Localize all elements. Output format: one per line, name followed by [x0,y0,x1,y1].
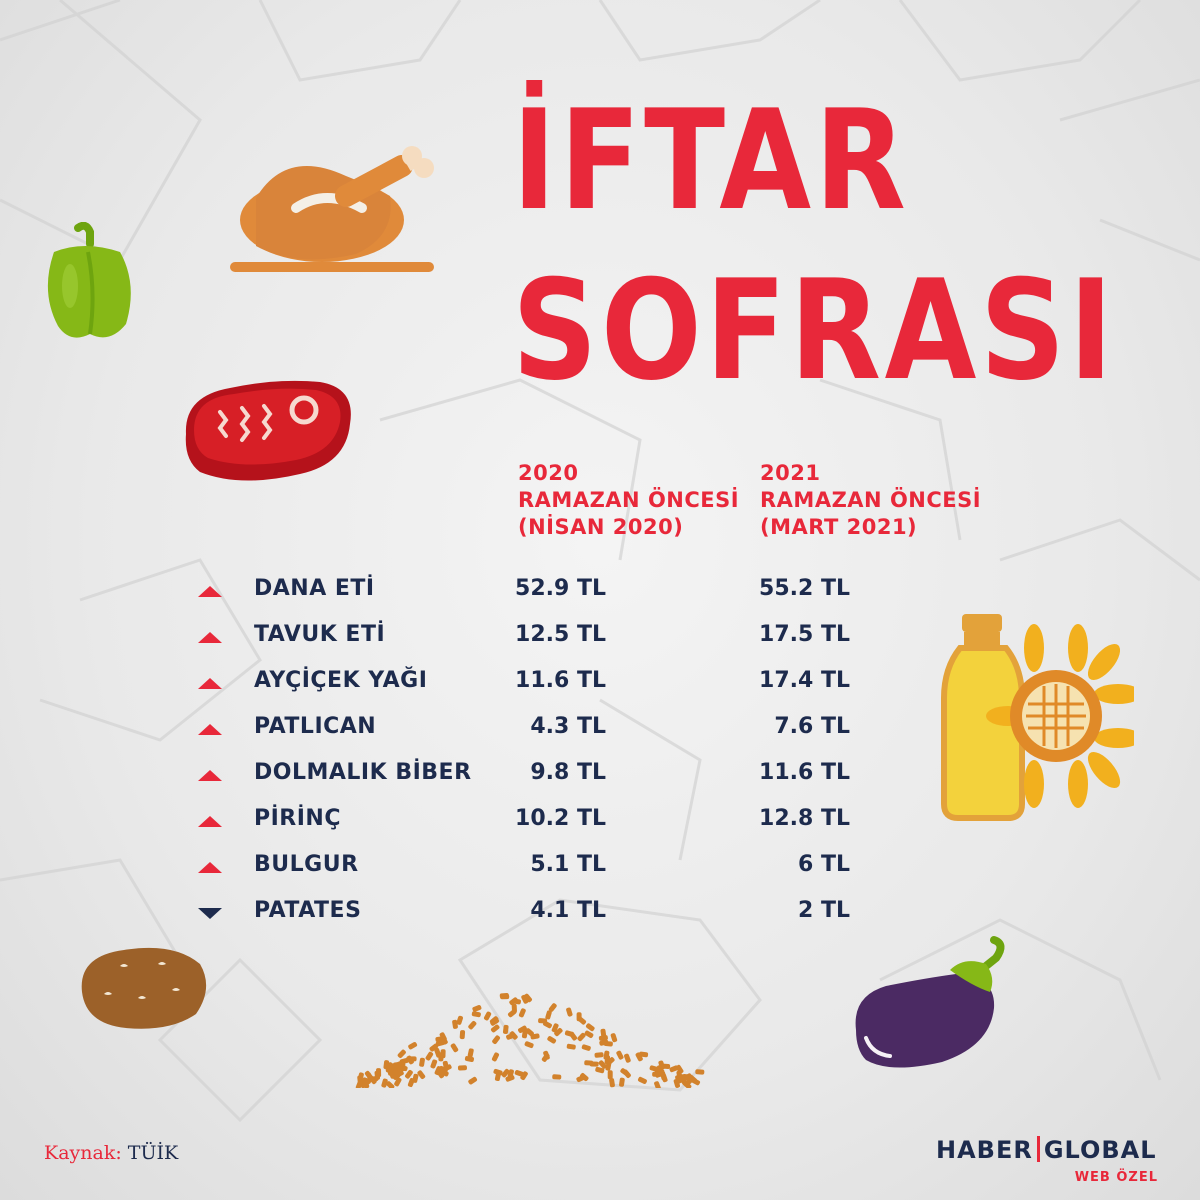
item-name: DANA ETİ [254,576,375,601]
column-header-period: RAMAZAN ÖNCESİ [518,488,740,512]
price-2020: 10.2 TL [515,806,606,831]
source-note: Kaynak: TÜİK [44,1142,178,1164]
table-row: BULGUR 5.1 TL 6 TL [0,844,1200,890]
trend-up-icon [198,678,222,689]
trend-up-icon [198,724,222,735]
table-row: TAVUK ETİ 12.5 TL 17.5 TL [0,614,1200,660]
source-label: Kaynak: [44,1142,122,1164]
price-2021: 11.6 TL [759,760,850,785]
trend-up-icon [198,586,222,597]
trend-up-icon [198,770,222,781]
column-header-2021: 2021 RAMAZAN ÖNCESİ (MART 2021) [760,460,1000,541]
oil-bottle-sunflower-icon [941,614,1134,821]
roast-chicken-icon [230,146,434,272]
trend-up-icon [198,862,222,873]
price-2020: 9.8 TL [530,760,606,785]
price-2020: 5.1 TL [530,852,606,877]
column-header-period: RAMAZAN ÖNCESİ [760,488,982,512]
column-header-month: (MART 2021) [760,515,918,539]
brand-subtitle: WEB ÖZEL [1074,1170,1158,1185]
column-header-2020: 2020 RAMAZAN ÖNCESİ (NİSAN 2020) [518,460,758,541]
item-name: DOLMALIK BİBER [254,760,472,785]
price-2021: 17.4 TL [759,668,850,693]
table-row: PİRİNÇ 10.2 TL 12.8 TL [0,798,1200,844]
trend-up-icon [198,816,222,827]
steak-icon [185,380,351,481]
item-name: AYÇİÇEK YAĞI [254,668,428,693]
table-row: DANA ETİ 52.9 TL 55.2 TL [0,568,1200,614]
title-line-2: SOFRASI [512,250,1117,411]
brand-logo: HABER GLOBAL [936,1136,1160,1164]
item-name: BULGUR [254,852,359,877]
brand-divider [1036,1136,1040,1162]
item-name: PATATES [254,898,362,923]
brand-part2: GLOBAL [1043,1136,1157,1164]
column-header-year: 2021 [760,461,821,485]
price-2021: 7.6 TL [774,714,850,739]
price-2021: 6 TL [798,852,850,877]
table-row: PATATES 4.1 TL 2 TL [0,890,1200,936]
price-2020: 52.9 TL [515,576,606,601]
price-2020: 4.1 TL [530,898,606,923]
item-name: PİRİNÇ [254,806,341,831]
item-name: PATLICAN [254,714,377,739]
green-pepper-icon [47,222,131,338]
price-2021: 17.5 TL [759,622,850,647]
item-name: TAVUK ETİ [254,622,386,647]
potato-icon [81,947,207,1029]
column-header-month: (NİSAN 2020) [518,515,684,539]
trend-down-icon [198,908,222,919]
price-2021: 12.8 TL [759,806,850,831]
price-2020: 12.5 TL [515,622,606,647]
bulgur-icon [355,992,705,1088]
table-row: DOLMALIK BİBER 9.8 TL 11.6 TL [0,752,1200,798]
price-2020: 4.3 TL [530,714,606,739]
table-row: AYÇİÇEK YAĞI 11.6 TL 17.4 TL [0,660,1200,706]
price-2021: 55.2 TL [759,576,850,601]
table-row: PATLICAN 4.3 TL 7.6 TL [0,706,1200,752]
title-line-1: İFTAR [512,80,910,241]
brand-part1: HABER [936,1136,1033,1164]
price-2020: 11.6 TL [515,668,606,693]
column-header-year: 2020 [518,461,579,485]
price-2021: 2 TL [798,898,850,923]
source-value: TÜİK [127,1142,179,1164]
trend-up-icon [198,632,222,643]
eggplant-icon [855,936,1005,1068]
